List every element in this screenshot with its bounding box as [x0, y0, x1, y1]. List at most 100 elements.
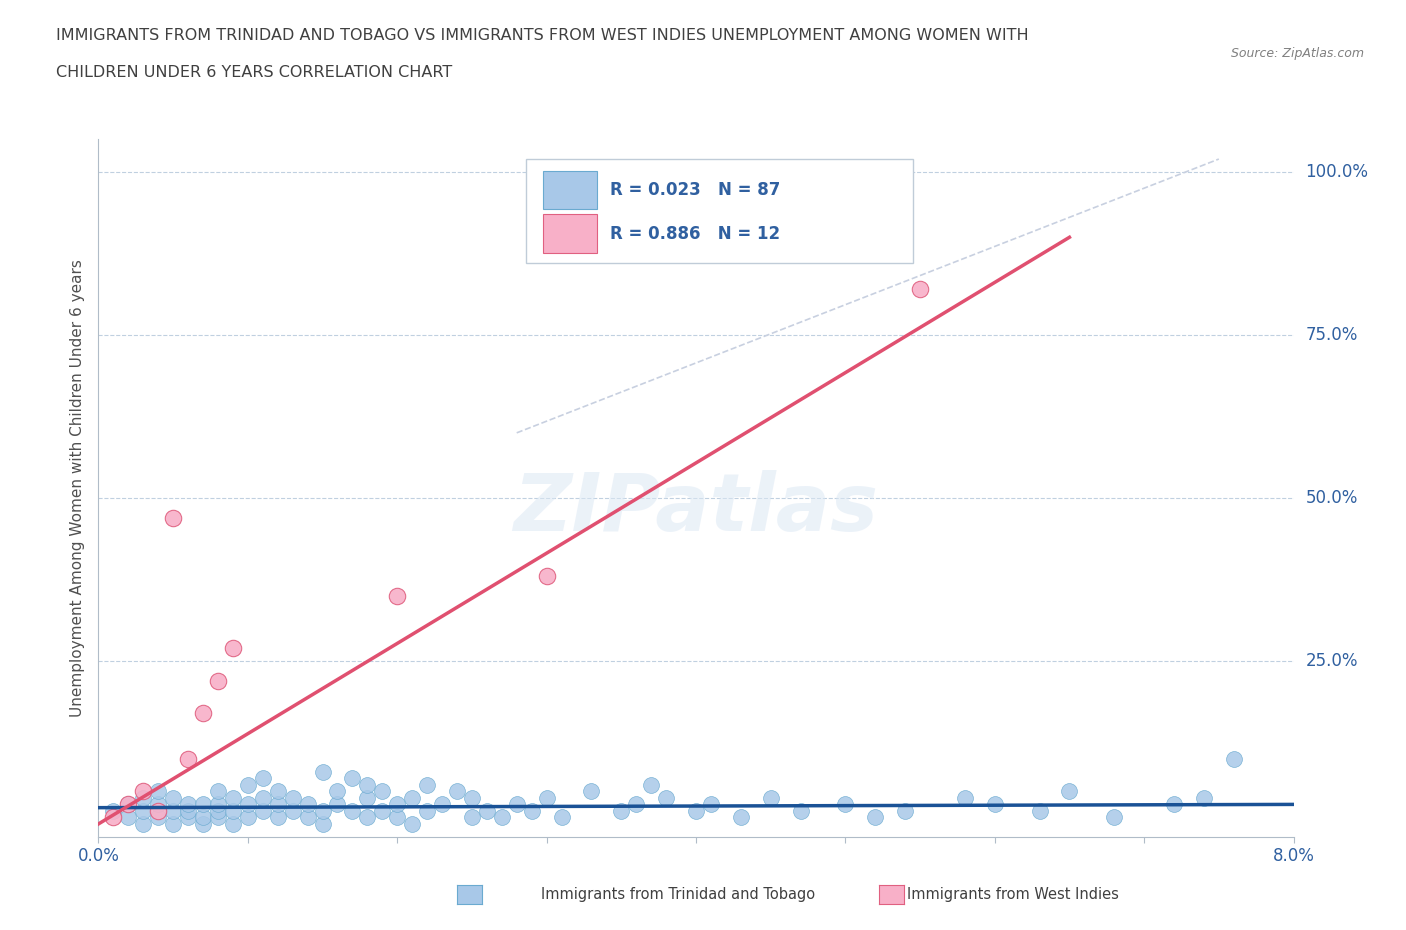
- Text: CHILDREN UNDER 6 YEARS CORRELATION CHART: CHILDREN UNDER 6 YEARS CORRELATION CHART: [56, 65, 453, 80]
- Point: [132, 804, 155, 818]
- Point: [894, 804, 917, 818]
- Point: [536, 569, 558, 584]
- Point: [252, 790, 274, 805]
- Point: [356, 790, 378, 805]
- Point: [117, 797, 139, 812]
- Text: IMMIGRANTS FROM TRINIDAD AND TOBAGO VS IMMIGRANTS FROM WEST INDIES UNEMPLOYMENT : IMMIGRANTS FROM TRINIDAD AND TOBAGO VS I…: [56, 28, 1029, 43]
- Point: [610, 804, 633, 818]
- Point: [371, 804, 394, 818]
- Point: [162, 817, 184, 831]
- Point: [446, 784, 468, 799]
- Point: [342, 804, 364, 818]
- Point: [730, 810, 752, 825]
- Point: [222, 790, 245, 805]
- Point: [1059, 784, 1081, 799]
- Point: [191, 817, 214, 831]
- Point: [342, 771, 364, 786]
- Point: [759, 790, 782, 805]
- Text: 100.0%: 100.0%: [1305, 163, 1368, 181]
- Point: [117, 810, 139, 825]
- Point: [834, 797, 856, 812]
- Point: [640, 777, 662, 792]
- Point: [416, 804, 439, 818]
- Point: [103, 810, 125, 825]
- Point: [356, 777, 378, 792]
- Text: 75.0%: 75.0%: [1305, 326, 1358, 344]
- Point: [789, 804, 811, 818]
- Point: [326, 797, 349, 812]
- Point: [236, 777, 259, 792]
- Point: [430, 797, 453, 812]
- Point: [326, 784, 349, 799]
- Point: [132, 790, 155, 805]
- Point: [132, 784, 155, 799]
- Point: [252, 771, 274, 786]
- Point: [491, 810, 513, 825]
- Point: [1102, 810, 1125, 825]
- Point: [191, 810, 214, 825]
- FancyBboxPatch shape: [526, 159, 914, 263]
- Point: [685, 804, 707, 818]
- Bar: [543, 170, 596, 209]
- Point: [520, 804, 543, 818]
- Point: [311, 817, 333, 831]
- Point: [1163, 797, 1185, 812]
- Point: [148, 784, 170, 799]
- Y-axis label: Unemployment Among Women with Children Under 6 years: Unemployment Among Women with Children U…: [70, 259, 86, 717]
- Point: [356, 810, 378, 825]
- Point: [385, 810, 409, 825]
- Point: [281, 790, 304, 805]
- Point: [401, 790, 423, 805]
- Point: [207, 810, 229, 825]
- Point: [222, 804, 245, 818]
- Point: [148, 804, 170, 818]
- Point: [148, 810, 170, 825]
- Point: [117, 797, 139, 812]
- Text: R = 0.023   N = 87: R = 0.023 N = 87: [610, 180, 780, 199]
- Point: [148, 797, 170, 812]
- Point: [132, 817, 155, 831]
- Text: Immigrants from Trinidad and Tobago: Immigrants from Trinidad and Tobago: [541, 887, 815, 902]
- Point: [267, 797, 290, 812]
- Point: [385, 589, 409, 604]
- Text: Immigrants from West Indies: Immigrants from West Indies: [907, 887, 1119, 902]
- Point: [416, 777, 439, 792]
- Point: [655, 790, 678, 805]
- Point: [267, 810, 290, 825]
- Point: [207, 804, 229, 818]
- Point: [475, 804, 498, 818]
- Point: [311, 804, 333, 818]
- Point: [401, 817, 423, 831]
- Point: [162, 804, 184, 818]
- Point: [177, 810, 200, 825]
- Point: [236, 810, 259, 825]
- Point: [385, 797, 409, 812]
- Text: R = 0.886   N = 12: R = 0.886 N = 12: [610, 225, 780, 243]
- Point: [863, 810, 886, 825]
- Point: [162, 511, 184, 525]
- Point: [983, 797, 1005, 812]
- Point: [536, 790, 558, 805]
- Point: [371, 784, 394, 799]
- Point: [908, 282, 931, 297]
- Point: [177, 751, 200, 766]
- Point: [311, 764, 333, 779]
- Point: [191, 797, 214, 812]
- Text: ZIPatlas: ZIPatlas: [513, 471, 879, 548]
- Point: [1028, 804, 1050, 818]
- Point: [1222, 751, 1246, 766]
- Point: [267, 784, 290, 799]
- Bar: [543, 215, 596, 253]
- Text: 25.0%: 25.0%: [1305, 652, 1358, 670]
- Point: [222, 817, 245, 831]
- Point: [207, 784, 229, 799]
- Point: [461, 810, 484, 825]
- Point: [506, 797, 529, 812]
- Point: [191, 706, 214, 721]
- Point: [581, 784, 603, 799]
- Point: [177, 804, 200, 818]
- Point: [103, 804, 125, 818]
- Point: [461, 790, 484, 805]
- Point: [624, 797, 647, 812]
- Point: [252, 804, 274, 818]
